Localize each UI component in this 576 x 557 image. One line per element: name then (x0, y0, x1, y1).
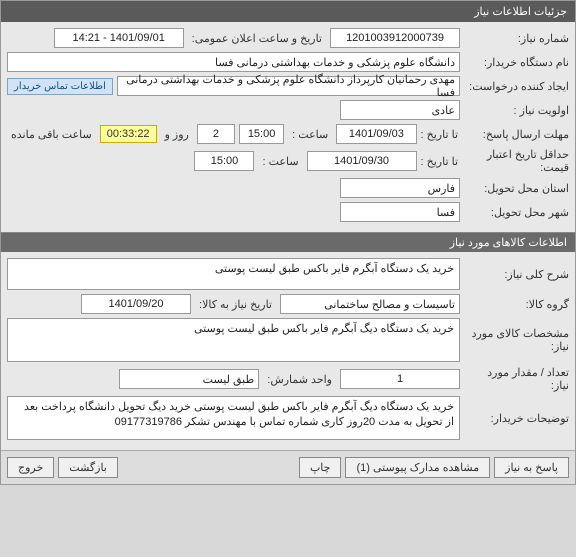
reply-deadline-label: مهلت ارسال پاسخ: (464, 128, 569, 141)
window: جزئیات اطلاعات نیاز شماره نیاز: 12010039… (0, 0, 576, 485)
remaining-label: ساعت باقی مانده (7, 128, 96, 141)
group-label: گروه کالا: (464, 298, 569, 311)
buyer-name-label: نام دستگاه خریدار: (464, 56, 569, 69)
buyer-notes-field: خرید یک دستگاه دیگ آبگرم فایر باکس طبق ل… (7, 396, 460, 440)
desc-label: شرح کلی نیاز: (464, 268, 569, 281)
contact-buyer-button[interactable]: اطلاعات تماس خریدار (7, 78, 113, 95)
unit-label: واحد شمارش: (263, 373, 336, 386)
qty-label: تعداد / مقدار مورد نیاز: (464, 366, 569, 392)
until-label-2: تا تاریخ : (421, 155, 460, 168)
need-number-field: 1201003912000739 (330, 28, 460, 48)
desc-field: خرید یک دستگاه آبگرم فایر باکس طبق لیست … (7, 258, 460, 290)
print-button[interactable]: چاپ (299, 457, 342, 478)
attachments-button[interactable]: مشاهده مدارک پیوستی (1) (345, 457, 490, 478)
countdown: 00:33:22 (100, 125, 157, 143)
time-label-1: ساعت : (288, 128, 332, 141)
priority-field: عادی (340, 100, 460, 120)
reply-date-field: 1401/09/03 (336, 124, 416, 144)
creator-field: مهدی رحمانیان کارپرداز دانشگاه علوم پزشک… (117, 76, 460, 96)
reply-time-field: 15:00 (239, 124, 284, 144)
back-button[interactable]: بازگشت (58, 457, 118, 478)
need-date-field: 1401/09/20 (81, 294, 191, 314)
province-field: فارس (340, 178, 460, 198)
bottom-toolbar: پاسخ به نیاز مشاهده مدارک پیوستی (1) چاپ… (1, 450, 575, 484)
time-label-2: ساعت : (258, 155, 302, 168)
window-title: جزئیات اطلاعات نیاز (1, 1, 575, 22)
city-label: شهر محل تحویل: (464, 206, 569, 219)
creator-label: ایجاد کننده درخواست: (464, 80, 569, 93)
respond-button[interactable]: پاسخ به نیاز (494, 457, 569, 478)
goods-section: شرح کلی نیاز: خرید یک دستگاه آبگرم فایر … (1, 252, 575, 450)
price-validity-label: حداقل تاریخ اعتبار قیمت: (464, 148, 569, 174)
spec-label: مشخصات کالای مورد نیاز: (464, 327, 569, 353)
info-section: شماره نیاز: 1201003912000739 تاریخ و ساع… (1, 22, 575, 232)
exit-button[interactable]: خروج (7, 457, 54, 478)
group-field: تاسیسات و مصالح ساختمانی (280, 294, 460, 314)
goods-section-header: اطلاعات کالاهای مورد نیاز (1, 232, 575, 252)
qty-field: 1 (340, 369, 460, 389)
price-date-field: 1401/09/30 (307, 151, 417, 171)
city-field: فسا (340, 202, 460, 222)
need-date-label: تاریخ نیاز به کالا: (195, 298, 276, 311)
announce-label: تاریخ و ساعت اعلان عمومی: (188, 32, 326, 45)
until-label-1: تا تاریخ : (421, 128, 460, 141)
unit-field: طبق لیست (119, 369, 259, 389)
days-and-label: روز و (161, 128, 193, 141)
days-remain-field: 2 (197, 124, 235, 144)
priority-label: اولویت نیاز : (464, 104, 569, 117)
buyer-name-field: دانشگاه علوم پزشکی و خدمات بهداشتی درمان… (7, 52, 460, 72)
need-number-label: شماره نیاز: (464, 32, 569, 45)
province-label: استان محل تحویل: (464, 182, 569, 195)
price-time-field: 15:00 (194, 151, 254, 171)
buyer-notes-label: توضیحات خریدار: (464, 412, 569, 425)
spec-field: خرید یک دستگاه دیگ آبگرم فایر باکس طبق ل… (7, 318, 460, 362)
announce-field: 1401/09/01 - 14:21 (54, 28, 184, 48)
